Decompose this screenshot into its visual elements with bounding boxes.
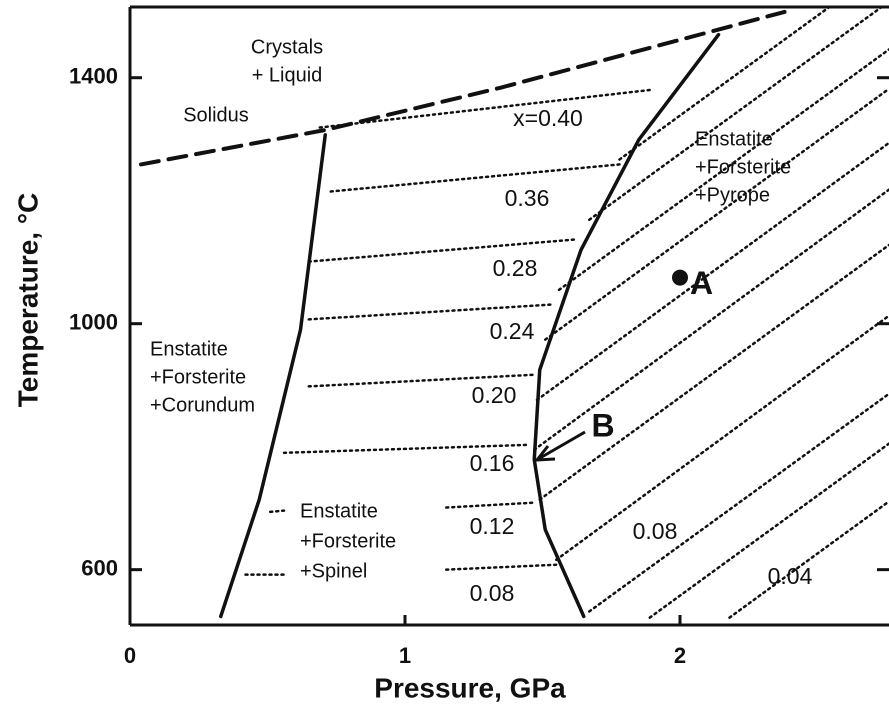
phase-curve — [282, 443, 530, 455]
annotation: Solidus — [183, 104, 249, 126]
y-tick-label: 1400 — [69, 64, 118, 89]
phase-curve — [269, 509, 286, 514]
x-tick-label: 0 — [124, 643, 136, 668]
annotation: 0.08 — [633, 518, 678, 544]
phase-curve — [307, 238, 577, 263]
annotation: +Forsterite — [300, 530, 396, 552]
annotation: 0.24 — [490, 318, 535, 344]
annotation: 0.12 — [470, 513, 515, 539]
phase-curve — [555, 314, 889, 562]
y-tick-label: 1000 — [69, 309, 118, 334]
phase-curve — [648, 442, 889, 619]
phase-curve — [538, 243, 889, 501]
phase-curve — [139, 9, 787, 167]
annotation: + Liquid — [252, 64, 323, 86]
annotation: Enstatite — [695, 128, 773, 150]
annotation: 0.08 — [470, 580, 515, 606]
x-tick-label: 1 — [399, 643, 411, 668]
annotation: 0.36 — [505, 185, 550, 211]
x-tick-label: 2 — [674, 643, 686, 668]
annotation: +Spinel — [300, 560, 367, 582]
annotation: Crystals — [251, 36, 323, 58]
annotation: Enstatite — [300, 500, 378, 522]
phase-curve — [728, 500, 889, 619]
point-label: A — [690, 265, 713, 301]
arrow-b-head — [533, 445, 556, 462]
phase-curve — [533, 188, 889, 451]
plot-area — [139, 7, 889, 619]
annotation: 0.20 — [472, 382, 517, 408]
phase-curve — [318, 88, 651, 129]
annotation: +Forsterite — [695, 156, 791, 178]
annotation: +Pyrope — [695, 184, 770, 206]
phase-curve — [307, 303, 552, 321]
phase-curve — [219, 133, 327, 619]
phase-curve — [445, 563, 558, 571]
annotation: 0.28 — [493, 255, 538, 281]
y-tick-label: 600 — [81, 555, 118, 580]
y-axis-label: Temperature, °C — [12, 193, 43, 408]
annotation: B — [591, 407, 614, 443]
annotation: +Forsterite — [150, 366, 246, 388]
annotation: x=0.40 — [513, 105, 583, 131]
arrow-b — [539, 430, 586, 460]
phase-curve — [329, 163, 621, 193]
phase-curve — [588, 7, 882, 222]
phase-curve — [535, 141, 889, 402]
annotation: 0.04 — [768, 563, 813, 589]
x-axis-label: Pressure, GPa — [374, 672, 566, 703]
phase-curve — [445, 501, 536, 509]
phase-curve — [618, 7, 830, 161]
phase-curve — [544, 87, 889, 341]
annotation: Enstatite — [150, 338, 228, 360]
phase-curve — [557, 48, 889, 292]
annotation: 0.16 — [470, 450, 515, 476]
phase-curve — [532, 32, 721, 619]
annotation: +Corundum — [150, 394, 255, 416]
point — [672, 269, 688, 286]
phase-curve — [307, 373, 536, 388]
phase-curve — [588, 392, 889, 613]
